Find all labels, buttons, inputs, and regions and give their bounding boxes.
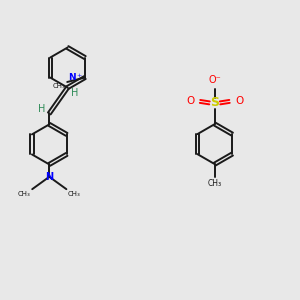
Text: S: S — [210, 96, 219, 110]
Text: H: H — [71, 88, 79, 98]
Text: O: O — [236, 96, 244, 106]
Text: O: O — [186, 96, 194, 106]
Text: H: H — [38, 104, 46, 114]
Text: CH₃: CH₃ — [208, 179, 222, 188]
Text: CH₃: CH₃ — [68, 190, 81, 196]
Text: N: N — [45, 172, 53, 182]
Text: CH₃: CH₃ — [18, 190, 31, 196]
Text: N$^+$: N$^+$ — [68, 72, 83, 83]
Text: CH₃: CH₃ — [53, 83, 66, 89]
Text: O⁻: O⁻ — [208, 75, 221, 85]
